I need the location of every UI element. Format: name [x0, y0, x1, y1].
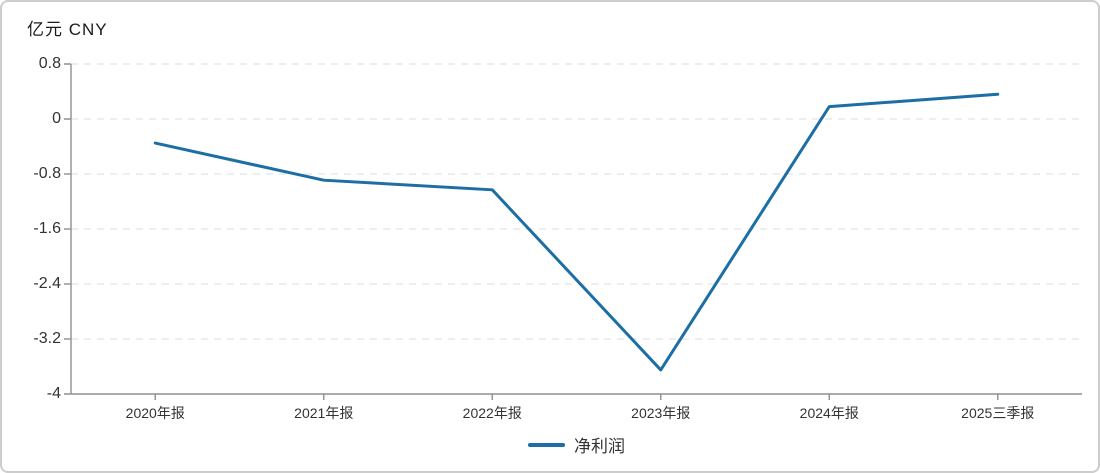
y-tick-label: 0 [52, 110, 61, 127]
legend-line-swatch-icon [528, 442, 565, 447]
net-profit-line[interactable] [153, 92, 1000, 372]
legend: 净利润 [71, 432, 1082, 457]
legend-item-net-profit[interactable]: 净利润 [574, 437, 625, 456]
y-tick-label: -2.4 [33, 275, 61, 292]
y-tick-label: 0.8 [38, 55, 61, 72]
x-tick-label: 2024年报 [799, 405, 859, 421]
x-tick-label: 2025三季报 [961, 405, 1035, 421]
x-tick-label: 2022年报 [462, 405, 522, 421]
x-tick-label: 2020年报 [125, 405, 185, 421]
y-tick-label: -1.6 [33, 220, 61, 237]
y-tick-label: -4 [46, 385, 61, 402]
x-tick-label: 2023年报 [631, 405, 691, 421]
y-tick-label: -0.8 [33, 165, 61, 182]
y-tick-label: -3.2 [33, 330, 61, 347]
x-tick-label: 2021年报 [294, 405, 354, 421]
y-axis-unit-label: 亿元 CNY [27, 20, 108, 39]
